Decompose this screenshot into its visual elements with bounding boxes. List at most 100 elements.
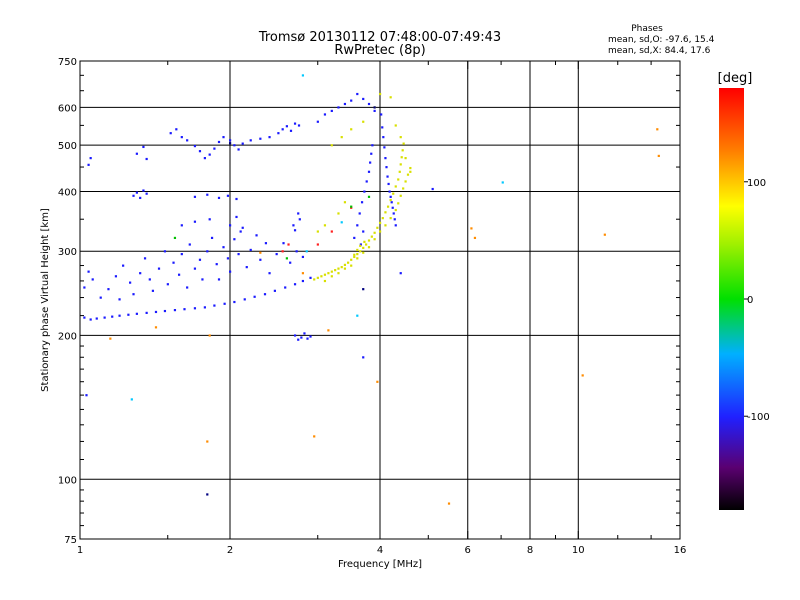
data-point [297,212,300,215]
data-point [402,187,405,190]
data-point [399,136,402,139]
data-point [206,250,209,253]
data-point [389,96,392,99]
data-point [350,205,353,208]
data-point [111,315,114,318]
data-point [217,278,221,281]
data-point [103,316,106,319]
data-point [340,266,343,269]
data-point [330,109,333,113]
data-point [203,306,206,309]
data-point [379,221,382,225]
data-point [397,202,400,205]
data-point [380,113,383,116]
data-point [235,197,238,201]
data-point [241,226,244,229]
data-point [135,152,138,155]
data-point [222,246,225,249]
data-point [330,144,333,147]
data-point [83,286,86,289]
data-point [360,201,364,204]
data-point [135,312,138,315]
y-tick-label: 75 [64,535,77,546]
data-point [169,132,172,135]
data-point [400,156,403,159]
data-point [330,270,333,273]
data-point [362,97,365,101]
data-point [353,255,356,259]
data-point [268,272,271,275]
colorbar-tick-label: 0 [747,295,753,306]
y-axis-label: Stationary phase Virtual Height [km] [40,208,51,392]
data-point [180,136,183,139]
data-point [362,246,365,249]
data-point [384,211,387,214]
data-point [173,236,177,240]
data-point [237,148,240,151]
data-point [309,276,312,279]
data-point [406,173,410,176]
data-point [273,289,276,292]
data-point [383,146,386,149]
data-point [316,243,319,246]
data-point [275,253,278,256]
y-tick-label: 300 [58,247,77,258]
data-point [157,267,161,270]
data-point [222,136,225,139]
data-point [362,230,365,233]
data-point [401,149,404,152]
data-point [118,314,121,317]
data-point [281,250,284,253]
data-point [379,230,382,233]
data-point [139,272,142,275]
data-point [305,250,308,253]
data-point [386,175,389,178]
stats-o: mean, sd,O: -97.6, 15.4 [608,35,715,45]
data-point [223,302,226,305]
data-point [376,380,379,383]
data-point [340,136,343,139]
data-point [300,336,303,339]
colorbar-tick-label: -100 [747,412,770,423]
data-point [367,246,371,249]
data-point [95,317,98,320]
data-point [394,208,397,212]
data-point [409,166,412,170]
colorbar-label: [deg] [718,71,753,86]
data-point [229,270,232,273]
colorbar-ticks: 100 0 -100 [744,178,770,423]
data-point [259,137,262,140]
data-point [122,264,125,267]
data-point [229,139,232,142]
data-point [145,192,148,195]
data-points [83,74,660,505]
data-point [367,170,371,173]
data-point [365,243,368,246]
data-point [657,154,660,158]
data-point [193,145,197,148]
data-point [87,270,90,273]
data-point [293,334,297,337]
data-point [91,278,94,281]
data-point [107,288,110,291]
data-point [268,136,271,139]
data-point [501,181,504,184]
data-point [381,126,384,129]
data-point [373,106,376,109]
data-point [233,144,236,147]
chart-title-line1: Tromsø 20130112 07:48:00-07:49:43 [258,30,501,45]
data-point [226,257,230,260]
data-point [99,296,102,299]
grid-lines [80,61,680,539]
data-point [389,198,392,202]
x-tick-labels: 1 2 4 6 8 10 16 [77,545,687,556]
data-point [337,267,340,270]
data-point [473,236,477,240]
y-tick-label: 400 [58,187,77,198]
data-point [226,194,230,197]
data-point [431,187,434,191]
data-point [193,267,197,270]
data-point [373,238,376,241]
data-point [206,493,209,496]
x-tick-label: 2 [227,545,233,556]
